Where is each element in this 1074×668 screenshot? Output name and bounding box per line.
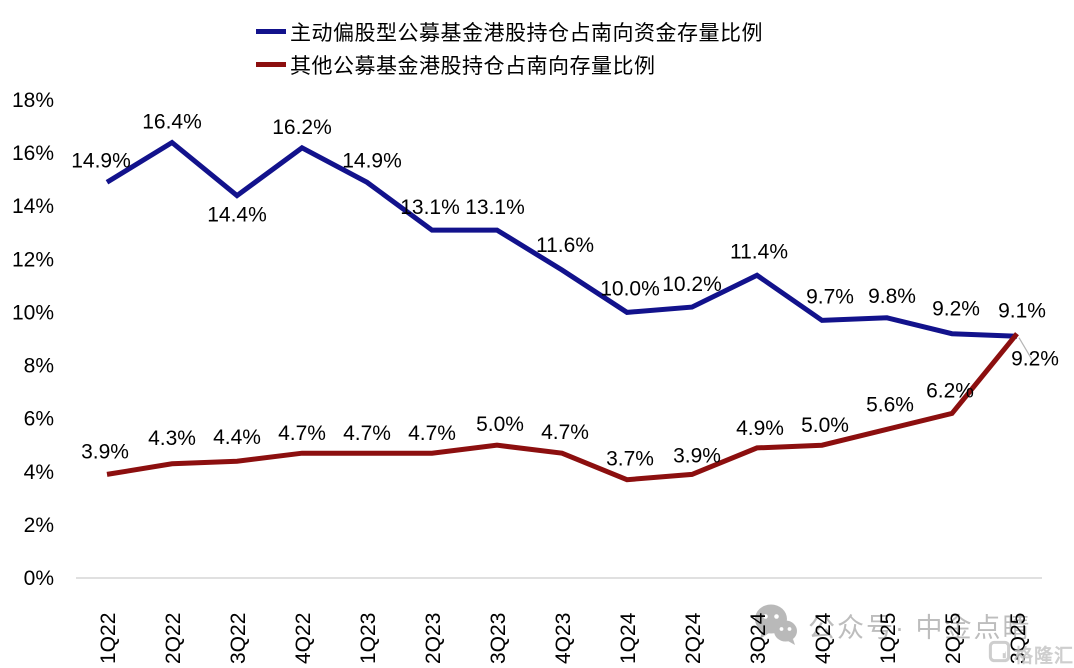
watermark: 公众号· 中金点睛 [752,600,1032,651]
legend-label: 其他公募基金港股持仓占南向存量比例 [290,54,656,78]
legend-item-active-equity-funds: 主动偏股型公募基金港股持仓占南向资金存量比例 [256,15,763,48]
x-tick-label: 1Q22 [97,613,120,664]
x-tick-label: 1Q24 [617,612,640,664]
wechat-icon [752,600,798,651]
data-label: 5.0% [476,413,524,436]
y-tick-label: 6% [24,408,54,431]
data-label: 5.6% [866,393,914,416]
x-tick-label: 1Q23 [357,613,380,664]
data-label: 16.4% [142,110,202,133]
y-tick-label: 4% [24,461,54,484]
data-label: 4.7% [343,422,391,445]
data-label: 6.2% [926,379,974,402]
gelonghui-icon [988,640,1011,668]
data-label: 9.1% [998,299,1046,322]
data-label: 4.7% [541,421,589,444]
label-leader-line [1018,337,1033,360]
y-tick-label: 14% [12,195,54,218]
y-tick-label: 16% [12,142,54,165]
data-label: 4.7% [408,422,456,445]
watermark-text: 公众号· 中金点睛 [808,613,1032,643]
x-tick-label: 1Q25 [877,613,900,664]
data-label: 9.8% [868,285,916,308]
x-tick-label: 4Q23 [552,613,575,664]
series-line-other-funds [106,332,1019,483]
data-label: 13.1% [465,196,525,219]
data-label: 9.2% [932,298,980,321]
data-label: 16.2% [272,116,332,139]
data-label: 10.2% [662,273,722,296]
data-label: 11.4% [730,240,788,263]
x-tick-label: 4Q24 [812,612,835,664]
gelonghui-logo: 格隆汇 [988,640,1074,668]
legend-item-other-funds: 其他公募基金港股持仓占南向存量比例 [256,48,763,81]
x-tick-label: 3Q24 [747,612,770,664]
x-tick-label: 3Q25 [1007,613,1030,664]
legend-line-marker-red [256,62,286,67]
y-tick-label: 10% [12,301,54,324]
data-label: 5.0% [801,414,849,437]
gelonghui-logo-text: 格隆汇 [1014,645,1074,667]
data-label: 13.1% [400,196,460,219]
legend: 主动偏股型公募基金港股持仓占南向资金存量比例 其他公募基金港股持仓占南向存量比例 [256,15,763,81]
x-tick-label: 2Q25 [942,613,965,664]
y-tick-label: 8% [24,355,54,378]
data-label: 3.9% [81,440,129,463]
data-label: 4.3% [148,427,196,450]
data-label: 3.9% [673,444,721,467]
data-label: 4.4% [213,426,261,449]
x-tick-label: 2Q24 [682,612,705,664]
x-tick-label: 3Q22 [227,613,250,664]
x-tick-label: 3Q23 [487,613,510,664]
data-label: 4.9% [736,417,784,440]
data-label: 14.9% [342,149,402,172]
data-label: 9.2% [1011,348,1059,371]
data-label: 4.7% [278,422,326,445]
data-label: 14.4% [207,204,267,227]
y-tick-label: 12% [12,248,54,271]
data-label: 14.9% [71,149,131,172]
series-line-active-equity-funds [105,139,1018,339]
x-tick-label: 4Q22 [292,613,315,664]
data-label: 11.6% [536,234,594,257]
x-tick-label: 2Q23 [422,613,445,664]
y-tick-label: 18% [12,89,54,112]
y-tick-label: 0% [24,567,54,590]
x-tick-label: 2Q22 [162,613,185,664]
y-tick-label: 2% [24,514,54,537]
data-label: 10.0% [600,277,660,300]
data-label: 9.7% [806,285,854,308]
legend-line-marker-blue [256,29,286,34]
data-label: 3.7% [606,448,654,471]
legend-label: 主动偏股型公募基金港股持仓占南向资金存量比例 [290,21,763,45]
